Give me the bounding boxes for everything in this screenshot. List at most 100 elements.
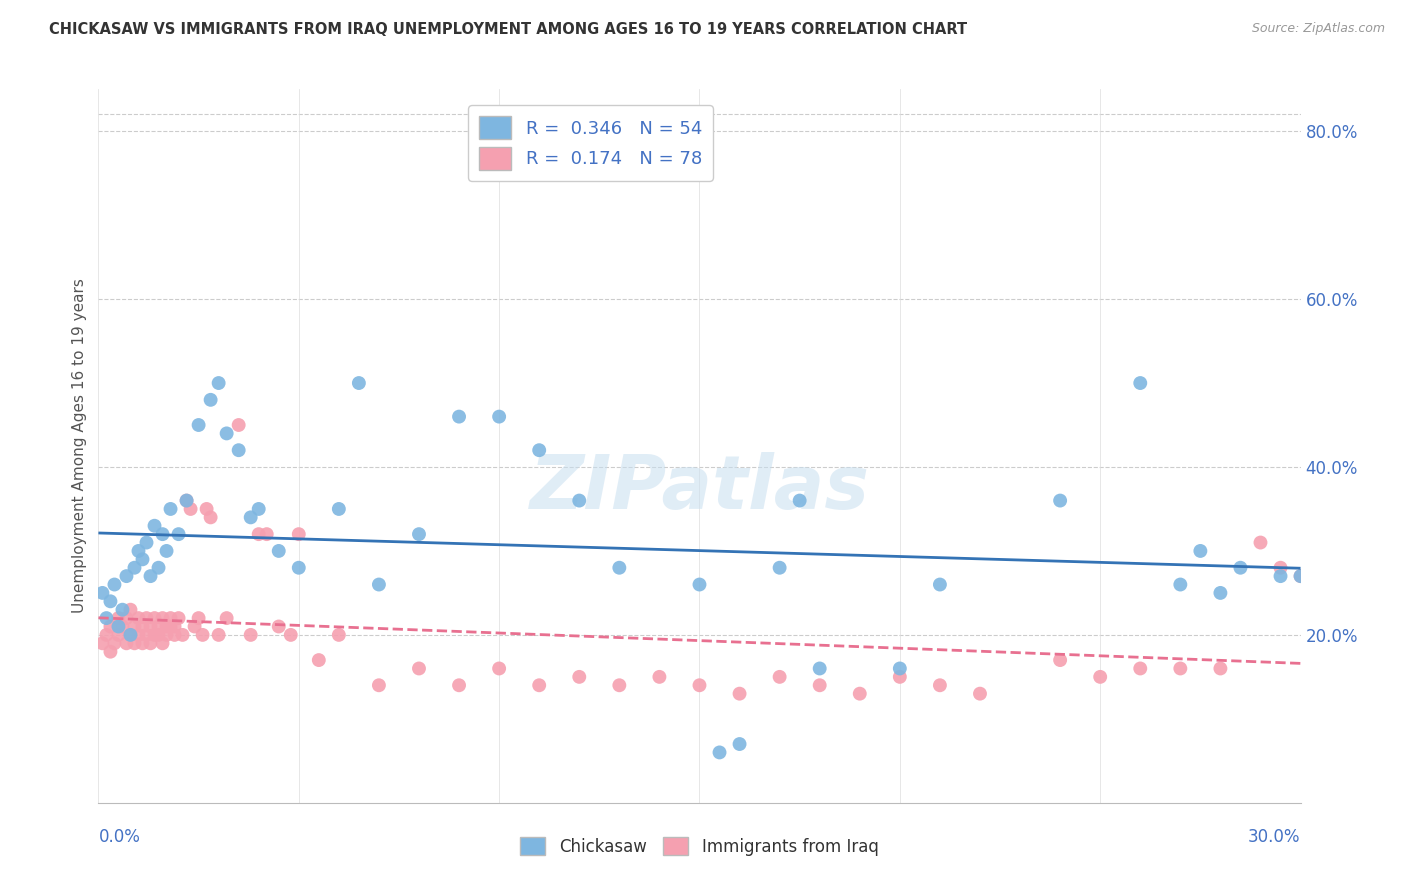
Point	[447, 409, 470, 424]
Point	[152, 636, 174, 650]
Point	[889, 661, 911, 675]
Point	[124, 619, 146, 633]
Point	[408, 527, 430, 541]
Point	[143, 628, 166, 642]
Point	[368, 577, 391, 591]
Point	[1289, 569, 1312, 583]
Text: Source: ZipAtlas.com: Source: ZipAtlas.com	[1251, 22, 1385, 36]
Point	[91, 586, 114, 600]
Point	[1270, 569, 1292, 583]
Point	[609, 678, 631, 692]
Point	[120, 603, 142, 617]
Point	[1209, 661, 1232, 675]
Point	[124, 636, 146, 650]
Point	[247, 527, 270, 541]
Point	[128, 611, 150, 625]
Point	[267, 619, 290, 633]
Point	[100, 645, 122, 659]
Point	[1229, 560, 1251, 574]
Point	[103, 636, 125, 650]
Text: 0.0%: 0.0%	[98, 828, 141, 846]
Point	[176, 493, 198, 508]
Point	[849, 687, 872, 701]
Point	[131, 552, 153, 566]
Point	[769, 560, 792, 574]
Point	[267, 544, 290, 558]
Point	[187, 611, 209, 625]
Point	[228, 417, 250, 432]
Point	[107, 611, 129, 625]
Point	[103, 577, 125, 591]
Point	[1129, 661, 1152, 675]
Point	[215, 611, 238, 625]
Point	[288, 560, 311, 574]
Point	[155, 544, 177, 558]
Point	[120, 628, 142, 642]
Text: CHICKASAW VS IMMIGRANTS FROM IRAQ UNEMPLOYMENT AMONG AGES 16 TO 19 YEARS CORRELA: CHICKASAW VS IMMIGRANTS FROM IRAQ UNEMPL…	[49, 22, 967, 37]
Point	[1049, 653, 1071, 667]
Point	[728, 737, 751, 751]
Point	[107, 619, 129, 633]
Point	[139, 569, 162, 583]
Point	[1170, 577, 1192, 591]
Point	[215, 426, 238, 441]
Point	[308, 653, 330, 667]
Point	[228, 443, 250, 458]
Point	[176, 493, 198, 508]
Point	[155, 619, 177, 633]
Point	[195, 502, 218, 516]
Point	[529, 443, 551, 458]
Point	[115, 611, 138, 625]
Point	[152, 527, 174, 541]
Point	[111, 603, 134, 617]
Point	[100, 594, 122, 608]
Point	[1209, 586, 1232, 600]
Point	[163, 628, 186, 642]
Point	[1088, 670, 1111, 684]
Point	[128, 544, 150, 558]
Point	[100, 619, 122, 633]
Point	[200, 510, 222, 524]
Point	[609, 560, 631, 574]
Point	[135, 628, 157, 642]
Point	[568, 670, 591, 684]
Point	[159, 502, 181, 516]
Point	[107, 628, 129, 642]
Point	[247, 502, 270, 516]
Point	[143, 611, 166, 625]
Point	[131, 636, 153, 650]
Point	[689, 678, 711, 692]
Point	[208, 628, 231, 642]
Point	[447, 678, 470, 692]
Point	[328, 502, 350, 516]
Point	[1049, 493, 1071, 508]
Point	[288, 527, 311, 541]
Point	[488, 409, 510, 424]
Y-axis label: Unemployment Among Ages 16 to 19 years: Unemployment Among Ages 16 to 19 years	[72, 278, 87, 614]
Point	[115, 636, 138, 650]
Point	[789, 493, 811, 508]
Point	[115, 569, 138, 583]
Text: 30.0%: 30.0%	[1249, 828, 1301, 846]
Point	[159, 619, 181, 633]
Point	[568, 493, 591, 508]
Point	[347, 376, 370, 390]
Point	[187, 417, 209, 432]
Point	[280, 628, 302, 642]
Point	[689, 577, 711, 591]
Point	[256, 527, 278, 541]
Text: ZIPatlas: ZIPatlas	[530, 452, 869, 525]
Point	[1170, 661, 1192, 675]
Point	[91, 636, 114, 650]
Point	[163, 619, 186, 633]
Point	[488, 661, 510, 675]
Point	[155, 628, 177, 642]
Point	[1250, 535, 1272, 549]
Point	[239, 510, 262, 524]
Point	[111, 619, 134, 633]
Point	[208, 376, 231, 390]
Point	[328, 628, 350, 642]
Point	[96, 628, 118, 642]
Point	[808, 678, 831, 692]
Point	[135, 611, 157, 625]
